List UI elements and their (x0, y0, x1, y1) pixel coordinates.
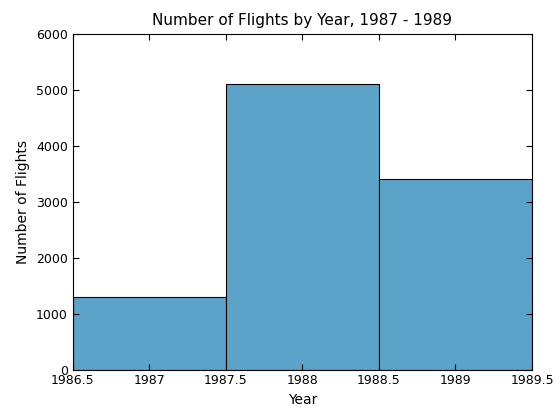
Title: Number of Flights by Year, 1987 - 1989: Number of Flights by Year, 1987 - 1989 (152, 13, 452, 28)
Y-axis label: Number of Flights: Number of Flights (16, 139, 30, 264)
X-axis label: Year: Year (288, 393, 317, 407)
Bar (226, 84, 379, 370)
Bar (379, 179, 532, 370)
Bar (73, 297, 226, 370)
